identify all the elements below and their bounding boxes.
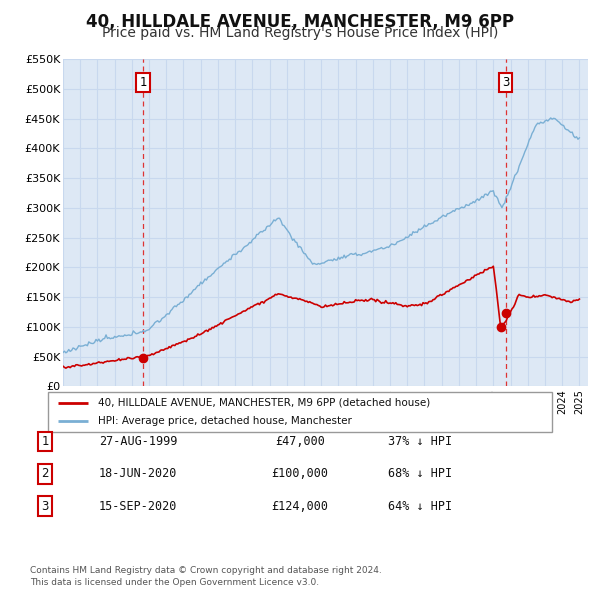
Text: 1: 1	[41, 435, 49, 448]
Text: HPI: Average price, detached house, Manchester: HPI: Average price, detached house, Manc…	[98, 416, 352, 426]
Text: 15-SEP-2020: 15-SEP-2020	[99, 500, 177, 513]
Text: 40, HILLDALE AVENUE, MANCHESTER, M9 6PP: 40, HILLDALE AVENUE, MANCHESTER, M9 6PP	[86, 13, 514, 31]
Text: 64% ↓ HPI: 64% ↓ HPI	[388, 500, 452, 513]
Text: 3: 3	[502, 76, 509, 89]
Text: Price paid vs. HM Land Registry's House Price Index (HPI): Price paid vs. HM Land Registry's House …	[102, 26, 498, 40]
Text: 37% ↓ HPI: 37% ↓ HPI	[388, 435, 452, 448]
Text: £124,000: £124,000	[271, 500, 329, 513]
Text: 68% ↓ HPI: 68% ↓ HPI	[388, 467, 452, 480]
Text: £100,000: £100,000	[271, 467, 329, 480]
Text: 2: 2	[41, 467, 49, 480]
Text: 18-JUN-2020: 18-JUN-2020	[99, 467, 177, 480]
Text: £47,000: £47,000	[275, 435, 325, 448]
Text: Contains HM Land Registry data © Crown copyright and database right 2024.
This d: Contains HM Land Registry data © Crown c…	[30, 566, 382, 587]
Text: 3: 3	[41, 500, 49, 513]
Text: 40, HILLDALE AVENUE, MANCHESTER, M9 6PP (detached house): 40, HILLDALE AVENUE, MANCHESTER, M9 6PP …	[98, 398, 431, 408]
Text: 27-AUG-1999: 27-AUG-1999	[99, 435, 177, 448]
Text: 1: 1	[139, 76, 147, 89]
FancyBboxPatch shape	[48, 392, 552, 432]
